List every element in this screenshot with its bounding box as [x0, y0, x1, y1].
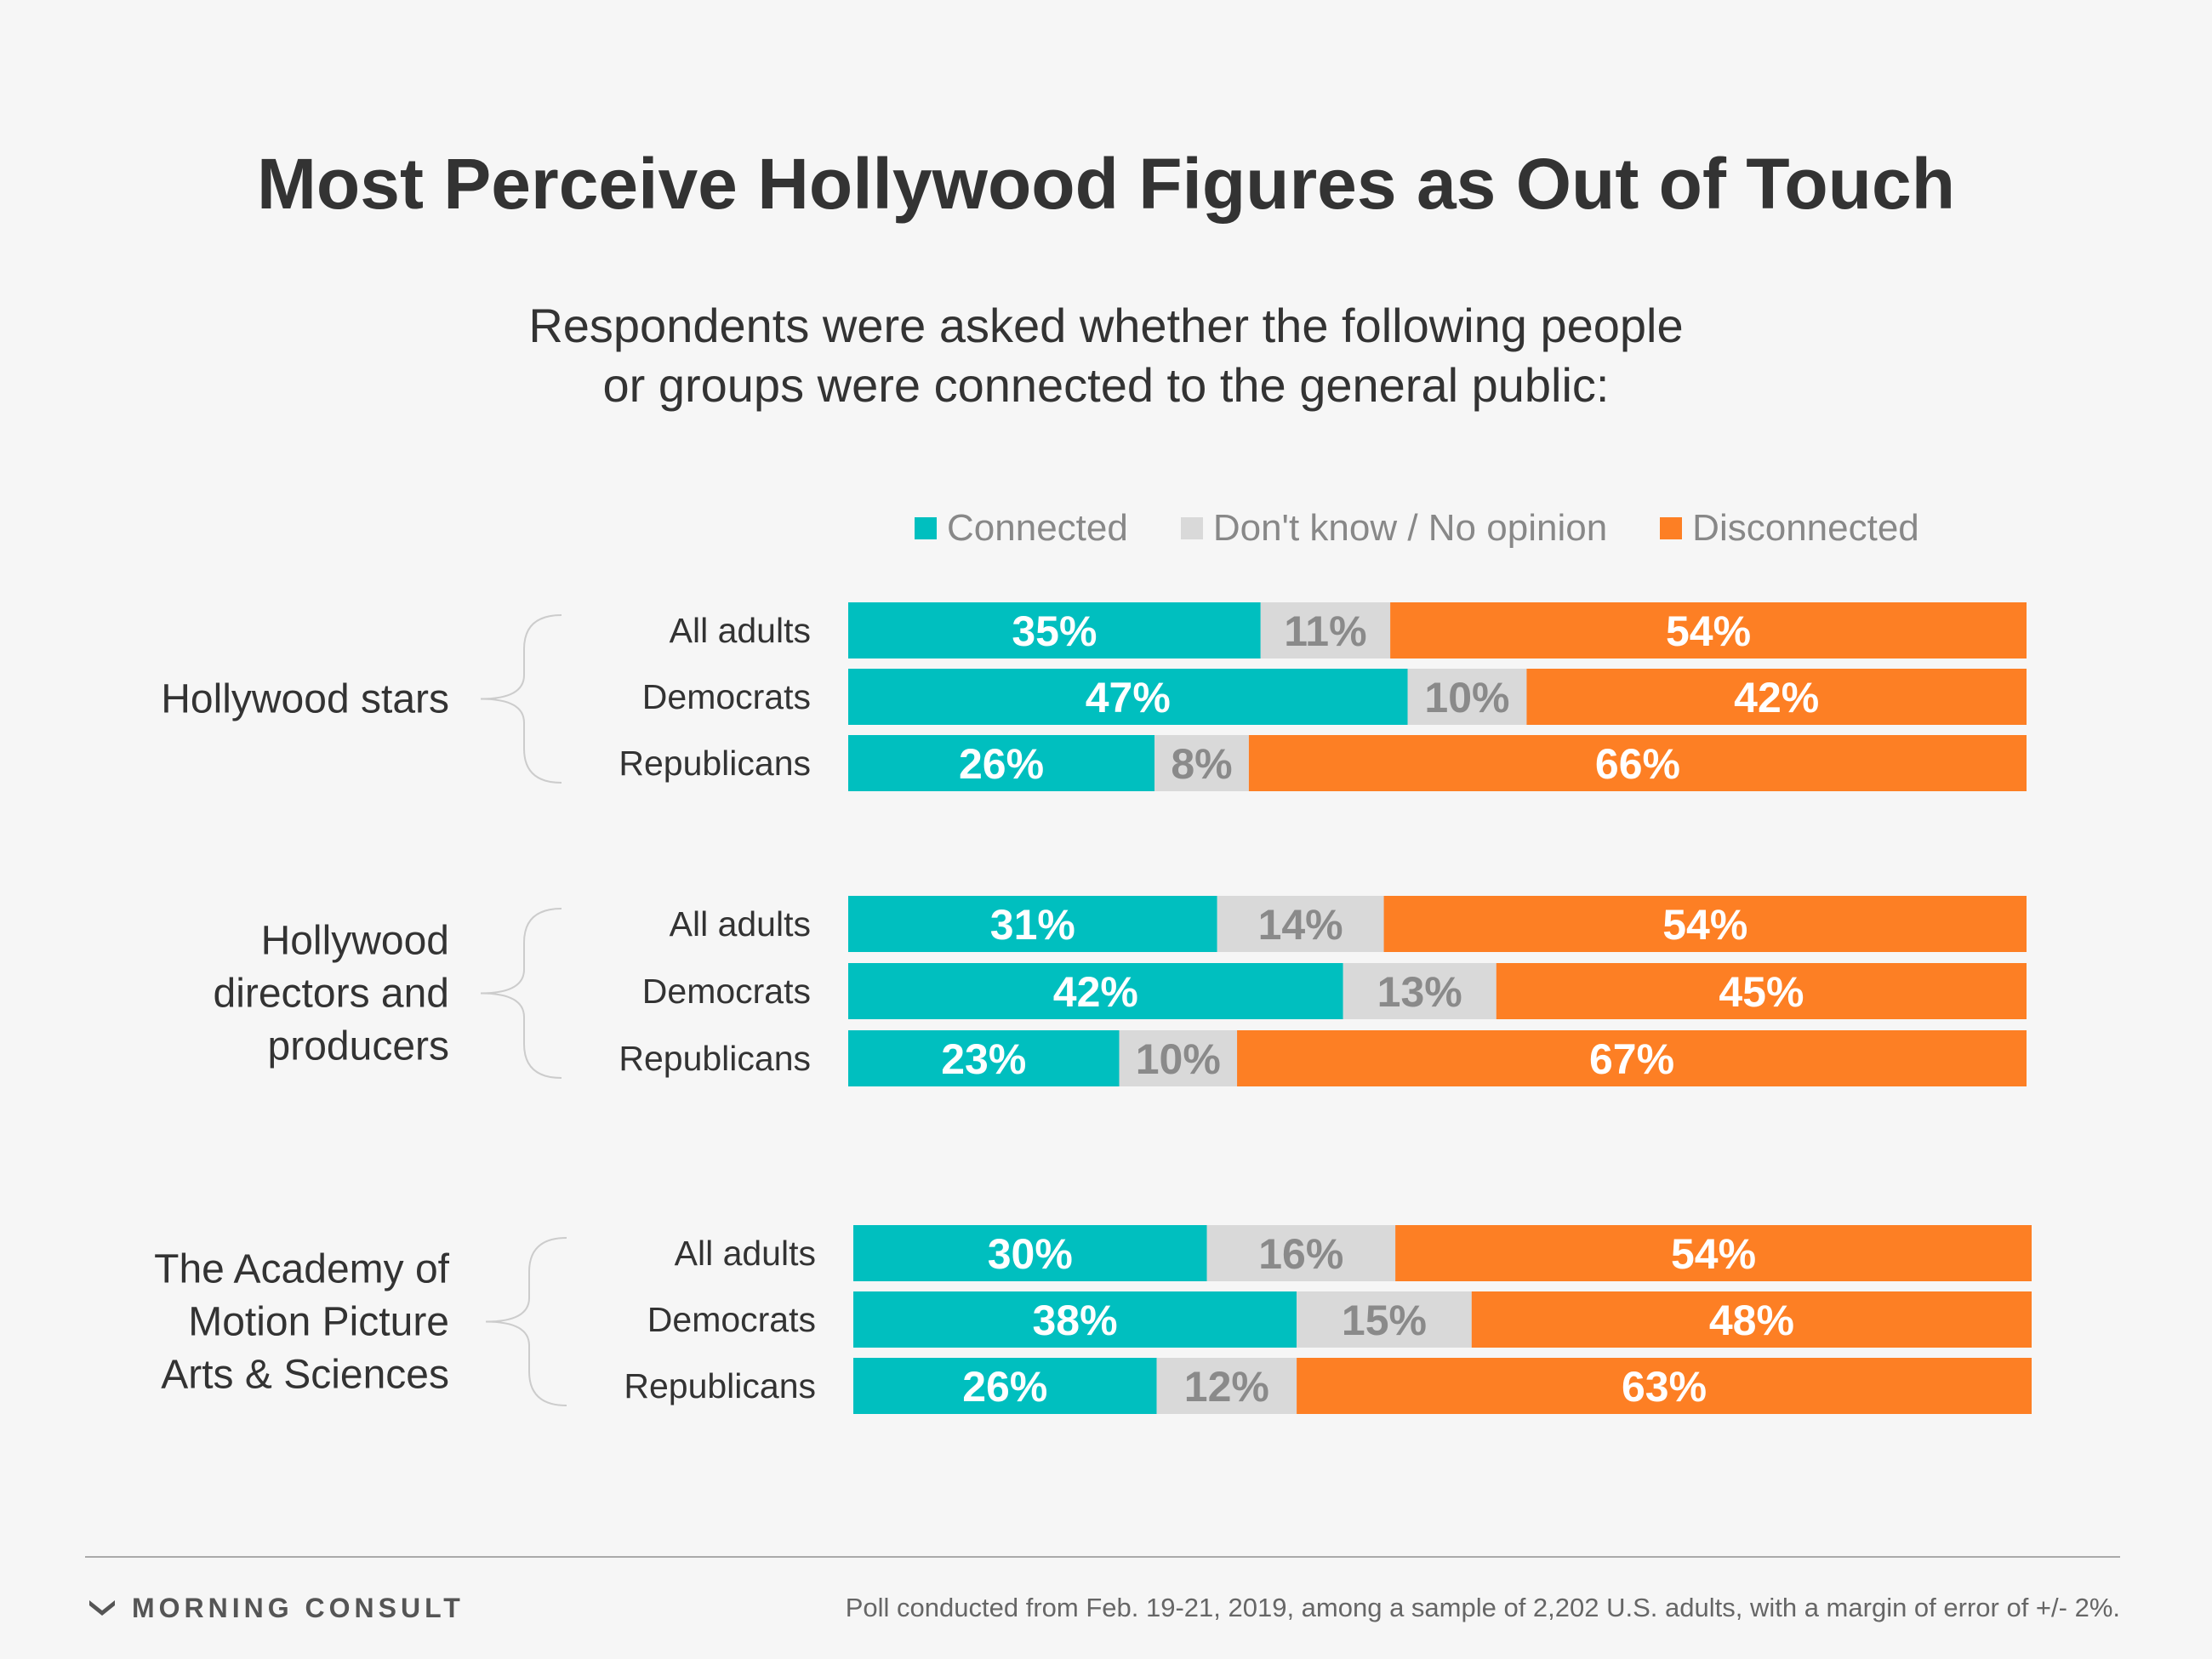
group-bracket [485, 1237, 567, 1406]
bar-segment [1383, 896, 2027, 952]
bar-value-label: 45% [1719, 968, 1804, 1016]
group-label: producers [268, 1024, 449, 1069]
row-label: Democrats [642, 677, 811, 716]
bar-segment [1154, 735, 1249, 791]
bar-value-label: 63% [1622, 1363, 1707, 1411]
brand-name: MORNING CONSULT [132, 1592, 465, 1623]
bar-value-label: 23% [941, 1035, 1026, 1083]
bar-value-label: 47% [1086, 674, 1171, 721]
subtitle-line-1: Respondents were asked whether the follo… [528, 299, 1684, 352]
row-label: All adults [675, 1234, 816, 1273]
bar-value-label: 26% [959, 740, 1044, 788]
bar-value-label: 26% [962, 1363, 1047, 1411]
bar-segment [1526, 669, 2027, 725]
bar-segment [1260, 602, 1391, 658]
group-label: Arts & Sciences [161, 1353, 449, 1398]
bar-value-label: 14% [1258, 901, 1343, 949]
bar-value-label: 15% [1342, 1297, 1427, 1344]
row-label: Republicans [619, 744, 811, 783]
row-label: Republicans [624, 1366, 816, 1405]
legend-swatch-disconnected [1660, 517, 1683, 539]
bar-value-label: 42% [1734, 674, 1819, 721]
legend-item-dont-know: Don't know / No opinion [1180, 507, 1608, 550]
bar-value-label: 16% [1258, 1230, 1343, 1278]
legend-swatch-dont-know [1180, 517, 1203, 539]
group-bracket [480, 614, 562, 784]
group-label: directors and [214, 972, 449, 1017]
bar-segment [1217, 896, 1384, 952]
bar-segment [848, 735, 1155, 791]
legend-label-disconnected: Disconnected [1692, 507, 1919, 549]
bar-value-label: 35% [1012, 607, 1097, 655]
morning-consult-logo-icon [89, 1600, 115, 1616]
bar-segment [1471, 1291, 2032, 1348]
bar-value-label: 54% [1666, 607, 1751, 655]
bar-value-label: 54% [1662, 901, 1747, 949]
legend-swatch-connected [915, 517, 937, 539]
bar-value-label: 13% [1377, 968, 1462, 1016]
bar-segment [853, 1358, 1157, 1414]
bar-segment [1237, 1030, 2027, 1086]
footer-brand: MORNING CONSULT [88, 1591, 465, 1625]
chart-title: Most Perceive Hollywood Figures as Out o… [256, 144, 1956, 224]
bar-segment [848, 602, 1261, 658]
bar-value-label: 48% [1709, 1297, 1794, 1344]
bar-segment [848, 963, 1343, 1019]
bar-value-label: 66% [1595, 740, 1680, 788]
group-label: Hollywood [261, 919, 449, 964]
group-label: The Academy of [154, 1247, 450, 1292]
bar-segment [1390, 602, 2027, 658]
bar-segment [848, 1030, 1120, 1086]
bar-segment [1297, 1291, 1472, 1348]
bar-segment [1156, 1358, 1297, 1414]
row-label: All adults [670, 904, 811, 944]
bar-segment [1119, 1030, 1238, 1086]
bar-value-label: 12% [1184, 1363, 1269, 1411]
chart-subtitle: Respondents were asked whether the follo… [0, 296, 2212, 415]
row-label: All adults [670, 611, 811, 650]
footer-divider [85, 1556, 2120, 1558]
bar-segment [853, 1225, 1207, 1281]
legend-label-connected: Connected [947, 507, 1128, 549]
bar-segment [848, 896, 1217, 952]
bar-segment [1407, 669, 1527, 725]
bar-segment [1206, 1225, 1396, 1281]
group-label: Hollywood stars [161, 677, 449, 722]
row-label: Democrats [642, 972, 811, 1011]
bar-value-label: 30% [988, 1230, 1073, 1278]
bar-segment [1496, 963, 2027, 1019]
row-label: Democrats [647, 1300, 816, 1339]
chart-legend: Connected Don't know / No opinion Discon… [915, 507, 1919, 550]
group-bracket [480, 908, 562, 1079]
group-label: Motion Picture [188, 1300, 449, 1345]
subtitle-line-2: or groups were connected to the general … [602, 358, 1610, 412]
bar-segment [848, 669, 1408, 725]
row-label: Republicans [619, 1039, 811, 1078]
bar-value-label: 8% [1171, 740, 1232, 788]
bar-value-label: 42% [1053, 968, 1138, 1016]
legend-item-connected: Connected [915, 507, 1128, 550]
bar-segment [1395, 1225, 2032, 1281]
bar-segment [853, 1291, 1297, 1348]
footer-note: Poll conducted from Feb. 19-21, 2019, am… [845, 1593, 2120, 1622]
bar-segment [1343, 963, 1497, 1019]
bar-value-label: 11% [1284, 607, 1366, 655]
bar-value-label: 67% [1589, 1035, 1674, 1083]
legend-item-disconnected: Disconnected [1660, 507, 1919, 550]
bar-value-label: 31% [990, 901, 1075, 949]
bar-value-label: 10% [1136, 1035, 1221, 1083]
bar-segment [1297, 1358, 2032, 1414]
legend-label-dont-know: Don't know / No opinion [1212, 507, 1608, 549]
bar-value-label: 54% [1671, 1230, 1756, 1278]
bar-value-label: 10% [1424, 674, 1509, 721]
bar-segment [1248, 735, 2027, 791]
bar-value-label: 38% [1033, 1297, 1118, 1344]
